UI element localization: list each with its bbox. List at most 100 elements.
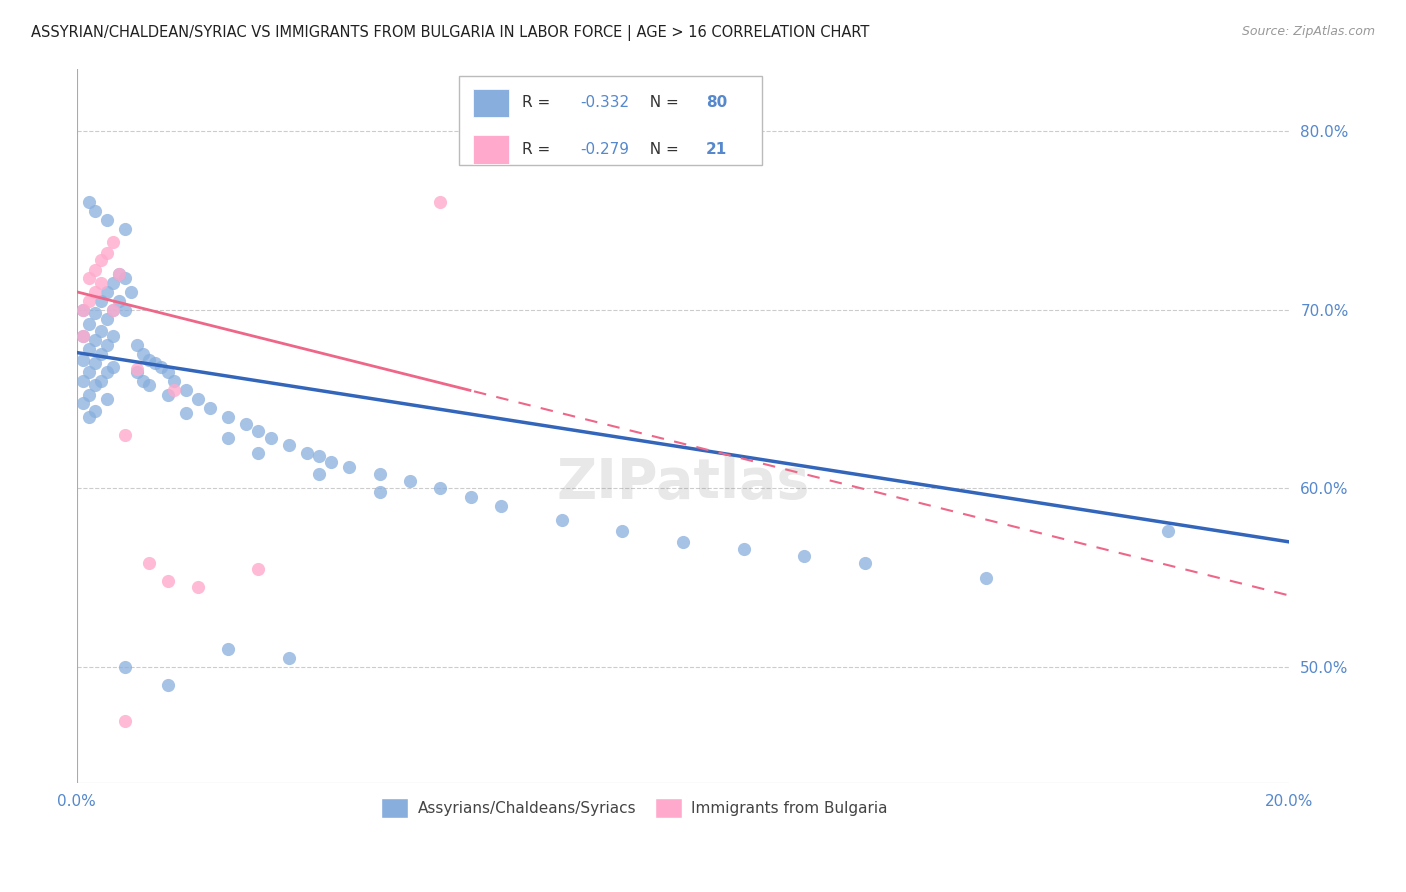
- Point: [72, 395, 94, 409]
- Point: [77, 195, 100, 210]
- Text: R =: R =: [522, 95, 555, 111]
- Point: [145, 356, 167, 370]
- Point: [114, 714, 136, 728]
- Point: [108, 293, 131, 308]
- Point: [101, 302, 124, 317]
- Point: [1157, 524, 1180, 538]
- Point: [83, 285, 105, 299]
- Point: [156, 388, 179, 402]
- Text: ASSYRIAN/CHALDEAN/SYRIAC VS IMMIGRANTS FROM BULGARIA IN LABOR FORCE | AGE > 16 C: ASSYRIAN/CHALDEAN/SYRIAC VS IMMIGRANTS F…: [31, 25, 869, 41]
- Point: [156, 574, 179, 589]
- Point: [187, 580, 209, 594]
- Point: [83, 263, 105, 277]
- Point: [101, 359, 124, 374]
- Point: [108, 267, 131, 281]
- Text: N =: N =: [641, 142, 685, 157]
- Point: [429, 195, 451, 210]
- Point: [114, 270, 136, 285]
- Point: [90, 252, 112, 267]
- Point: [162, 374, 184, 388]
- Point: [138, 352, 160, 367]
- Point: [132, 374, 155, 388]
- Point: [156, 365, 179, 379]
- Point: [77, 342, 100, 356]
- Point: [793, 549, 815, 564]
- Point: [974, 571, 997, 585]
- Point: [90, 276, 112, 290]
- Point: [77, 409, 100, 424]
- Point: [114, 660, 136, 674]
- Point: [83, 333, 105, 347]
- Point: [429, 481, 451, 495]
- Point: [90, 324, 112, 338]
- Point: [247, 424, 270, 438]
- Text: -0.279: -0.279: [579, 142, 628, 157]
- Point: [277, 438, 299, 452]
- Point: [295, 445, 318, 459]
- Point: [150, 359, 173, 374]
- Point: [101, 302, 124, 317]
- Point: [77, 270, 100, 285]
- Point: [114, 427, 136, 442]
- Text: N =: N =: [641, 95, 685, 111]
- Point: [77, 388, 100, 402]
- Point: [672, 534, 695, 549]
- Point: [162, 383, 184, 397]
- Point: [259, 431, 281, 445]
- Point: [77, 317, 100, 331]
- Point: [489, 499, 512, 513]
- Point: [132, 347, 155, 361]
- Text: 21: 21: [706, 142, 727, 157]
- Point: [277, 651, 299, 665]
- Point: [127, 338, 149, 352]
- Point: [127, 361, 149, 376]
- FancyBboxPatch shape: [472, 88, 509, 117]
- Point: [321, 454, 343, 468]
- Point: [399, 474, 422, 488]
- Point: [101, 276, 124, 290]
- Point: [174, 406, 197, 420]
- Point: [198, 401, 221, 415]
- Point: [77, 365, 100, 379]
- Point: [368, 484, 391, 499]
- Point: [90, 293, 112, 308]
- FancyBboxPatch shape: [458, 76, 762, 165]
- Point: [83, 204, 105, 219]
- Point: [96, 285, 118, 299]
- Point: [83, 356, 105, 370]
- Point: [90, 374, 112, 388]
- Point: [108, 267, 131, 281]
- Point: [83, 377, 105, 392]
- Legend: Assyrians/Chaldeans/Syriacs, Immigrants from Bulgaria: Assyrians/Chaldeans/Syriacs, Immigrants …: [374, 790, 896, 825]
- Point: [247, 562, 270, 576]
- Point: [96, 311, 118, 326]
- Point: [235, 417, 257, 431]
- Point: [853, 557, 876, 571]
- Point: [96, 365, 118, 379]
- Point: [83, 306, 105, 320]
- Point: [72, 302, 94, 317]
- Point: [138, 377, 160, 392]
- Point: [187, 392, 209, 406]
- Point: [90, 347, 112, 361]
- Text: ZIPatlas: ZIPatlas: [557, 456, 810, 510]
- Point: [83, 404, 105, 418]
- Point: [101, 329, 124, 343]
- Text: Source: ZipAtlas.com: Source: ZipAtlas.com: [1241, 25, 1375, 38]
- Text: -0.332: -0.332: [579, 95, 628, 111]
- Point: [308, 449, 330, 463]
- Point: [72, 352, 94, 367]
- Point: [72, 302, 94, 317]
- Point: [368, 467, 391, 481]
- Point: [247, 445, 270, 459]
- Point: [174, 383, 197, 397]
- Point: [120, 285, 142, 299]
- Point: [114, 302, 136, 317]
- Text: R =: R =: [522, 142, 555, 157]
- Point: [96, 338, 118, 352]
- Point: [77, 293, 100, 308]
- Point: [72, 374, 94, 388]
- Point: [72, 329, 94, 343]
- Point: [96, 245, 118, 260]
- Point: [217, 431, 239, 445]
